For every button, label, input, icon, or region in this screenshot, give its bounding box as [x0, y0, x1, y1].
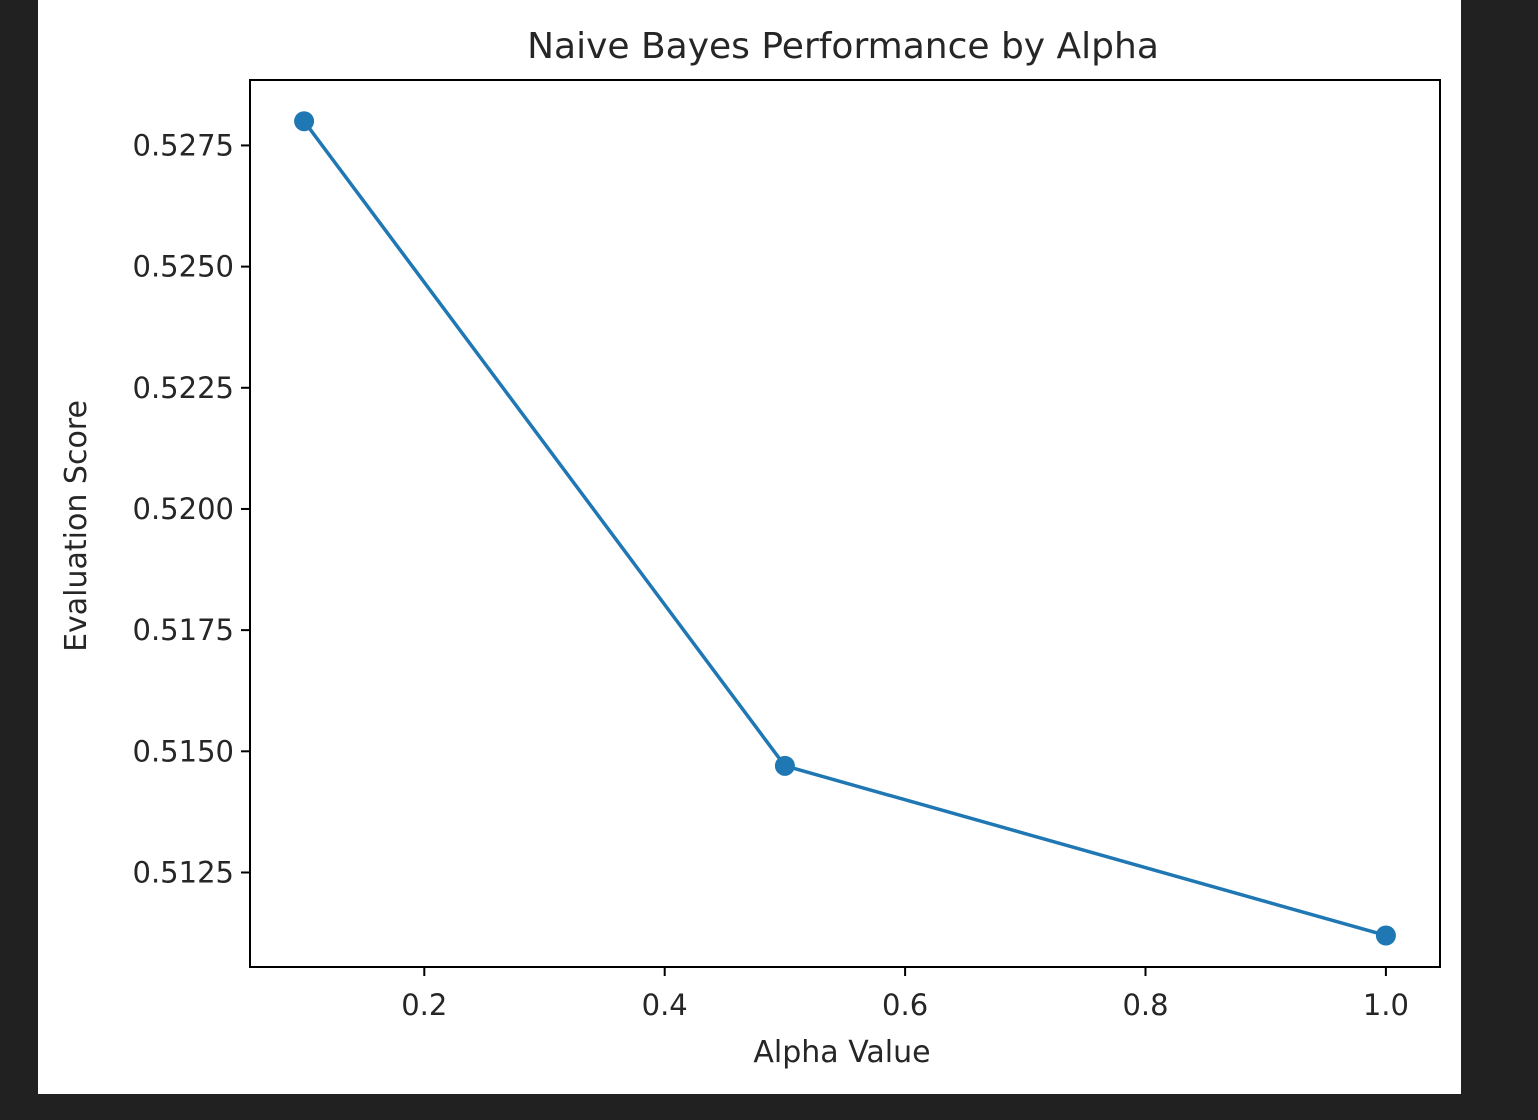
- y-tick-label: 0.5275: [133, 128, 234, 162]
- plot-area: [249, 79, 1441, 968]
- data-point: [774, 755, 795, 776]
- series-line: [302, 120, 1387, 938]
- y-tick-label: 0.5150: [133, 734, 234, 768]
- chart-title: Naive Bayes Performance by Alpha: [527, 26, 1159, 67]
- y-axis-title: Evaluation Score: [59, 400, 94, 652]
- y-axis: 0.5125 0.5150 0.5175 0.5200 0.5225 0.5250 0.52…: [133, 128, 250, 889]
- figure-canvas: [38, 0, 1461, 1094]
- series-layer: [294, 111, 1396, 946]
- y-tick-label: 0.5225: [133, 371, 234, 405]
- x-tick-label: 0.8: [1122, 988, 1168, 1022]
- y-tick-label: 0.5250: [133, 250, 234, 284]
- x-tick-label: 1.0: [1363, 988, 1409, 1022]
- x-tick-label: 0.4: [642, 988, 688, 1022]
- y-tick-label: 0.5175: [133, 613, 234, 647]
- y-tick-label: 0.5125: [133, 855, 234, 889]
- y-tick-label: 0.5200: [133, 492, 234, 526]
- data-point: [1375, 925, 1396, 946]
- x-tick-label: 0.6: [882, 988, 928, 1022]
- x-axis-title: Alpha Value: [753, 1035, 930, 1070]
- x-tick-label: 0.2: [401, 988, 447, 1022]
- data-point: [294, 111, 315, 132]
- x-axis: 0.2 0.4 0.6 0.8 1.0: [401, 967, 1409, 1022]
